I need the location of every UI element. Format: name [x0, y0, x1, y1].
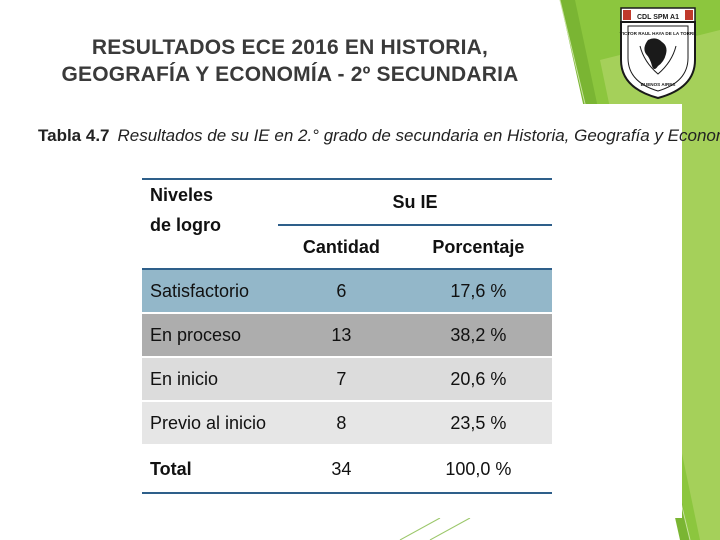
results-table: Niveles de logro Su IE Cantidad Porcenta… [142, 178, 552, 494]
level-cell: Satisfactorio [142, 269, 278, 314]
count-cell: 7 [278, 357, 405, 402]
logo-top-text: CDL SPM A1 [637, 14, 679, 21]
slide-title-line-1: RESULTADOS ECE 2016 EN HISTORIA, [91, 36, 489, 59]
logo-bottom-text: BUENOS AIRES [641, 82, 676, 87]
percent-cell: 38,2 % [404, 313, 552, 358]
table-row-previo-al-inicio: Previo al inicio 8 23,5 % [142, 401, 552, 446]
level-cell: En proceso [142, 313, 278, 358]
table-row-en-inicio: En inicio 7 20,6 % [142, 357, 552, 402]
logo-arc-text: VICTOR RAUL HAYA DE LA TORRE [620, 31, 697, 36]
header-porcentaje: Porcentaje [404, 225, 552, 270]
percent-cell: 23,5 % [404, 401, 552, 446]
header-su-ie: Su IE [278, 178, 552, 226]
percent-cell: 20,6 % [404, 357, 552, 402]
school-crest-logo: CDL SPM A1 VICTOR RAUL HAYA DE LA TORRE … [620, 7, 697, 100]
table-caption: Tabla 4.7 Resultados de su IE en 2.° grad… [38, 126, 720, 146]
header-levels-line-2: de logro [150, 215, 221, 235]
table-row-total: Total 34 100,0 % [142, 445, 552, 494]
header-cantidad: Cantidad [278, 225, 405, 270]
count-cell: 6 [278, 269, 405, 314]
slide-title-line-2: GEOGRAFÍA Y ECONOMÍA - 2º SECUNDARIA [61, 63, 519, 86]
percent-cell: 17,6 % [404, 269, 552, 314]
total-count-cell: 34 [278, 445, 405, 494]
header-levels-line-1: Niveles [150, 185, 214, 205]
level-cell: En inicio [142, 357, 278, 402]
level-cell: Previo al inicio [142, 401, 278, 446]
total-percent-cell: 100,0 % [404, 445, 552, 494]
count-cell: 13 [278, 313, 405, 358]
total-label-cell: Total [142, 445, 278, 494]
header-levels: Niveles de logro [142, 178, 278, 270]
table-caption-text: Resultados de su IE en 2.° grado de secu… [117, 126, 720, 145]
slide-title: RESULTADOS ECE 2016 EN HISTORIA, GEOGRAF… [20, 34, 560, 88]
table-row-satisfactorio: Satisfactorio 6 17,6 % [142, 269, 552, 314]
count-cell: 8 [278, 401, 405, 446]
table-row-en-proceso: En proceso 13 38,2 % [142, 313, 552, 358]
table-caption-number: Tabla 4.7 [38, 126, 110, 145]
